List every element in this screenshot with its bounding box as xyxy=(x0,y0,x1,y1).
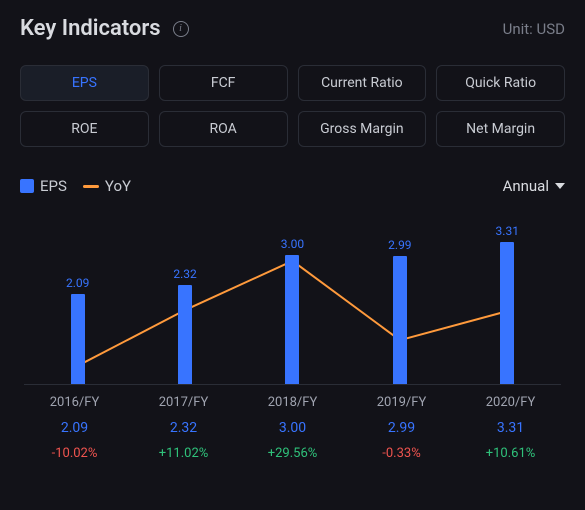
tab-quick-ratio[interactable]: Quick Ratio xyxy=(436,65,565,101)
tab-eps[interactable]: EPS xyxy=(20,65,149,101)
value-label: 2.09 xyxy=(20,420,129,436)
indicator-tabs: EPS FCF Current RatioQuick Ratio ROE ROA Gros… xyxy=(20,65,565,147)
bar-value-label: 3.00 xyxy=(281,237,304,251)
bar xyxy=(500,242,514,384)
value-label: 3.31 xyxy=(456,420,565,436)
value-label: 2.32 xyxy=(129,420,238,436)
bar xyxy=(178,285,192,384)
legend-label-yoy: YoY xyxy=(105,177,131,195)
bar-value-label: 2.09 xyxy=(66,276,89,290)
period-label: 2017/FY xyxy=(129,395,238,410)
footer-col: 2020/FY 3.31 +10.61% xyxy=(456,395,565,461)
tab-current-ratio[interactable]: Current Ratio xyxy=(298,65,427,101)
legend-swatch-line xyxy=(83,185,99,188)
bar-value-label: 2.32 xyxy=(173,267,196,281)
legend-eps: EPS xyxy=(20,177,67,195)
value-label: 3.00 xyxy=(238,420,347,436)
footer-col: 2019/FY 2.99 -0.33% xyxy=(347,395,456,461)
yoy-label: -10.02% xyxy=(20,446,129,461)
period-label: 2020/FY xyxy=(456,395,565,410)
legend-swatch-bar xyxy=(20,179,34,193)
bar-slot: 3.31 xyxy=(454,215,561,384)
period-label: 2018/FY xyxy=(238,395,347,410)
legend-label-eps: EPS xyxy=(40,177,67,195)
bar-slot: 2.09 xyxy=(24,215,131,384)
yoy-label: -0.33% xyxy=(347,446,456,461)
bar xyxy=(71,294,85,384)
tab-gross-margin[interactable]: Gross Margin xyxy=(298,111,427,147)
bar xyxy=(393,256,407,384)
yoy-label: +11.02% xyxy=(129,446,238,461)
tab-fcf[interactable]: FCF xyxy=(159,65,288,101)
period-label: 2019/FY xyxy=(347,395,456,410)
tab-roe[interactable]: ROE xyxy=(20,111,149,147)
bar xyxy=(285,255,299,384)
footer-col: 2016/FY 2.09 -10.02% xyxy=(20,395,129,461)
unit-label: Unit: USD xyxy=(503,20,565,38)
footer-col: 2018/FY 3.00 +29.56% xyxy=(238,395,347,461)
value-label: 2.99 xyxy=(347,420,456,436)
bar-slot: 2.99 xyxy=(346,215,453,384)
tab-net-margin[interactable]: Net Margin xyxy=(436,111,565,147)
bar-slot: 3.00 xyxy=(239,215,346,384)
footer-col: 2017/FY 2.32 +11.02% xyxy=(129,395,238,461)
yoy-label: +29.56% xyxy=(238,446,347,461)
chart-footer: 2016/FY2.09-10.02%2017/FY2.32+11.02%2018… xyxy=(20,395,565,461)
period-selector[interactable]: Annual xyxy=(503,177,565,195)
legend-yoy: YoY xyxy=(83,177,131,195)
bar-slot: 2.32 xyxy=(131,215,238,384)
yoy-label: +10.61% xyxy=(456,446,565,461)
chevron-down-icon xyxy=(555,183,565,189)
indicator-chart: 2.09 2.32 3.00 2.99 3.31 xyxy=(24,215,561,385)
chart-legend: EPS YoY xyxy=(20,177,131,195)
tab-roa[interactable]: ROA xyxy=(159,111,288,147)
bar-value-label: 2.99 xyxy=(388,238,411,252)
period-label: 2016/FY xyxy=(20,395,129,410)
page-title: Key Indicators xyxy=(20,16,161,41)
period-label: Annual xyxy=(503,177,549,195)
info-icon[interactable]: i xyxy=(173,21,189,37)
bar-value-label: 3.31 xyxy=(496,224,519,238)
